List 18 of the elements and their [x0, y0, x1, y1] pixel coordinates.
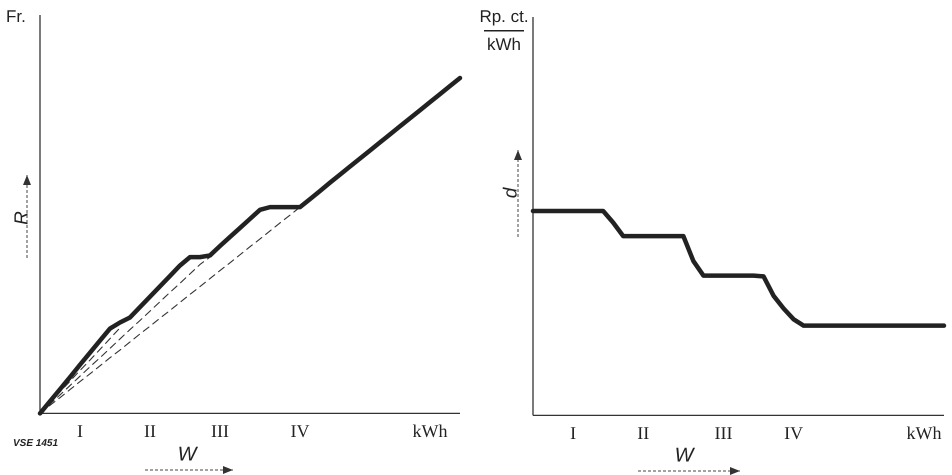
x-tick-label: kWh [906, 422, 942, 443]
text: VSE 1451 [13, 438, 58, 449]
x-axis-title: W [674, 444, 696, 467]
x-tick-label: I [570, 422, 576, 443]
x-tick-label: III [714, 422, 732, 443]
text: kWh [487, 35, 521, 54]
x-tick-label: I [77, 420, 83, 441]
x-tick-label: II [144, 420, 156, 441]
y-axis-title: R [11, 210, 32, 225]
x-axis-title: W [178, 444, 199, 466]
x-tick-label: II [637, 422, 650, 443]
x-tick-label: IV [784, 422, 804, 443]
x-tick-label: IV [290, 420, 310, 441]
x-tick-label: kWh [412, 420, 448, 441]
y-axis-title: d [500, 186, 522, 198]
x-tick-label: III [211, 420, 229, 441]
text: Fr. [6, 7, 26, 26]
text: Rp. ct. [479, 7, 529, 26]
